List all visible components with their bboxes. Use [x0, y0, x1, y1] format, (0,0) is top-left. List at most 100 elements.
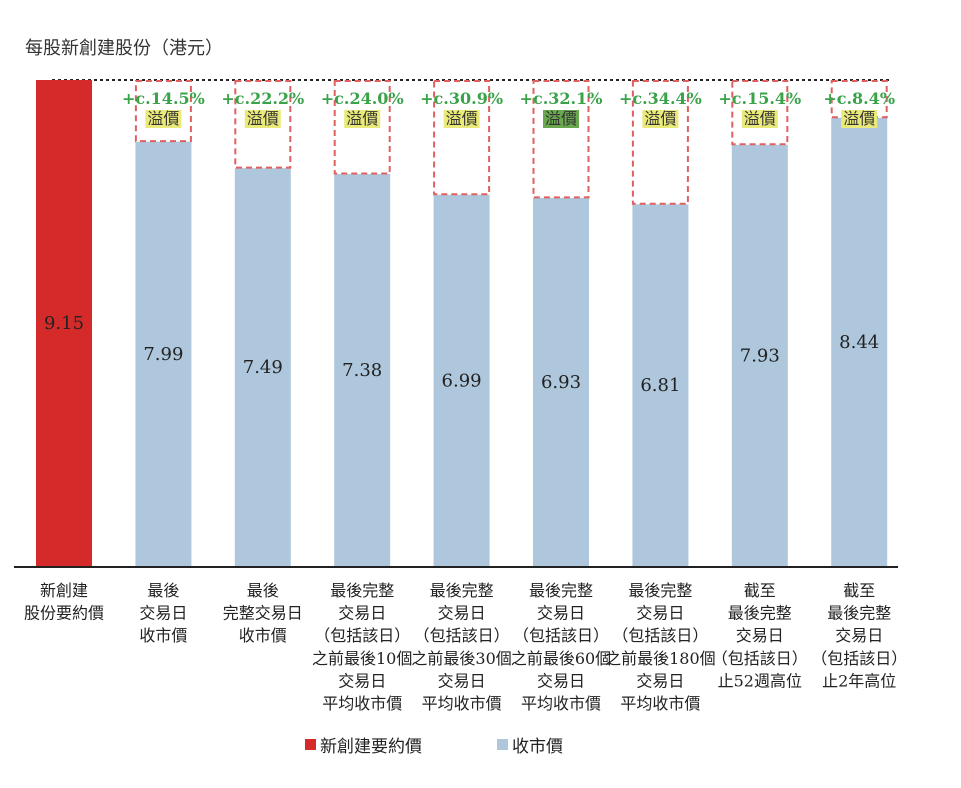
- legend-swatch-close: [497, 738, 508, 750]
- category-label-line: 平均收市價: [521, 694, 601, 713]
- premium-tag-bg: [841, 110, 878, 128]
- bar-close-price: [334, 174, 391, 566]
- category-label-line: 新創建: [40, 581, 88, 600]
- premium-percent-label: +c.15.4%: [718, 89, 801, 108]
- category-label-line: 收市價: [139, 626, 187, 645]
- category-label-line: 之前最後10個: [312, 649, 412, 668]
- category-label-line: 平均收市價: [422, 694, 502, 713]
- category-label-line: 之前最後60個: [511, 649, 611, 668]
- category-label-line: 平均收市價: [322, 694, 402, 713]
- bar-close-price: [234, 168, 291, 567]
- premium-tag-bg: [543, 110, 579, 128]
- bar-close-price: [433, 194, 490, 566]
- bar-close-price: [831, 117, 888, 566]
- bar-close-price: [135, 141, 192, 567]
- premium-tag-bg: [344, 110, 381, 128]
- category-label-line: 之前最後30個: [411, 649, 511, 668]
- category-label-line: 完整交易日: [223, 604, 303, 623]
- bar-value-label: 7.93: [740, 345, 780, 366]
- premium-percent-label: +c.34.4%: [619, 89, 702, 108]
- bar-close-price: [731, 144, 788, 567]
- category-label-line: 止2年高位: [822, 671, 896, 690]
- premium-tag-bg: [244, 110, 281, 128]
- bar-value-label: 8.44: [839, 332, 879, 353]
- bar-value-label: 9.15: [44, 313, 84, 334]
- premium-tag-bg: [443, 110, 480, 128]
- premium-tag-bg: [145, 110, 182, 128]
- category-label-line: 交易日: [438, 671, 486, 690]
- category-label-line: 最後完整: [430, 581, 494, 600]
- category-label-line: 交易日: [338, 604, 386, 623]
- category-label: 最後完整交易日 （包括該日） 之前最後30個交易日平均收市價: [411, 581, 511, 713]
- premium-gap-box: [830, 80, 888, 119]
- category-label-line: 交易日: [835, 626, 883, 645]
- bar-value-label: 7.38: [342, 360, 382, 381]
- category-label-line: 最後: [147, 581, 179, 600]
- category-label: 新創建股份要約價: [24, 581, 104, 623]
- bar-close-price: [632, 204, 689, 567]
- category-label-line: 止52週高位: [718, 671, 802, 690]
- category-label-line: 交易日: [636, 671, 684, 690]
- premium-gap-box: [134, 80, 192, 143]
- premium-gap-box: [333, 80, 391, 175]
- premium-tag-label: 溢價: [247, 109, 279, 128]
- premium-tag-label: 溢價: [644, 109, 676, 128]
- premium-percent-label: +c.22.2%: [221, 89, 304, 108]
- legend-label-close: 收市價: [512, 736, 563, 757]
- category-label-line: 最後完整: [628, 581, 692, 600]
- category-label: 截至最後完整交易日 （包括該日） 止52週高位: [712, 581, 808, 690]
- category-label-line: 股份要約價: [24, 604, 104, 623]
- bar-value-label: 6.81: [640, 375, 680, 396]
- category-label-line: 之前最後180個: [605, 649, 716, 668]
- legend-swatch-offer: [305, 738, 316, 750]
- category-label-line: （包括該日）: [612, 626, 708, 645]
- category-label-line: 交易日: [338, 671, 386, 690]
- premium-percent-label: +c.8.4%: [823, 89, 895, 108]
- category-label-line: 交易日: [438, 604, 486, 623]
- category-label: 最後完整交易日 （包括該日） 之前最後180個交易日平均收市價: [605, 581, 716, 713]
- premium-gap-box: [532, 80, 590, 199]
- category-label-line: 交易日: [736, 626, 784, 645]
- category-label-line: 截至: [843, 581, 875, 600]
- category-label-line: 平均收市價: [620, 694, 700, 713]
- premium-tag-bg: [741, 110, 778, 128]
- premium-gap-box: [234, 80, 292, 169]
- category-label-line: （包括該日）: [712, 649, 808, 668]
- premium-tag-label: 溢價: [147, 109, 179, 128]
- category-label: 最後完整交易日 （包括該日） 之前最後60個交易日平均收市價: [511, 581, 611, 713]
- premium-gap-box: [731, 80, 789, 146]
- bar-offer-price: [36, 80, 92, 566]
- category-label-line: 交易日: [537, 604, 585, 623]
- category-label-line: 最後: [247, 581, 279, 600]
- bar-value-label: 7.49: [243, 357, 283, 378]
- premium-percent-label: +c.30.9%: [420, 89, 503, 108]
- category-label-line: （包括該日）: [314, 626, 410, 645]
- category-label: 最後完整交易日 （包括該日） 之前最後10個交易日平均收市價: [312, 581, 412, 713]
- category-label-line: （包括該日）: [513, 626, 609, 645]
- bar-value-label: 6.99: [442, 370, 482, 391]
- premium-gap-box: [631, 80, 689, 205]
- category-label-line: 最後完整: [529, 581, 593, 600]
- premium-tag-label: 溢價: [744, 109, 776, 128]
- premium-tag-label: 溢價: [346, 109, 378, 128]
- bar-value-label: 7.99: [143, 344, 183, 365]
- category-label-line: 截至: [744, 581, 776, 600]
- premium-percent-label: +c.14.5%: [122, 89, 205, 108]
- premium-percent-label: +c.32.1%: [520, 89, 603, 108]
- premium-tag-label: 溢價: [843, 109, 875, 128]
- legend-item-close: 收市價: [497, 733, 563, 757]
- legend-item-offer: 新創建要約價: [305, 733, 422, 757]
- premium-tag-label: 溢價: [545, 109, 577, 128]
- premium-gap-box: [433, 80, 491, 196]
- chart-title: 每股新創建股份（港元）: [25, 38, 223, 59]
- category-label-line: 最後完整: [827, 604, 891, 623]
- category-label: 最後完整交易日收市價: [223, 581, 303, 645]
- category-label-line: （包括該日）: [414, 626, 510, 645]
- premium-percent-label: +c.24.0%: [321, 89, 404, 108]
- premium-tag-label: 溢價: [446, 109, 478, 128]
- category-label-line: （包括該日）: [811, 649, 907, 668]
- legend-label-offer: 新創建要約價: [320, 736, 422, 757]
- category-label: 最後交易日收市價: [139, 581, 187, 645]
- premium-tag-bg: [642, 110, 679, 128]
